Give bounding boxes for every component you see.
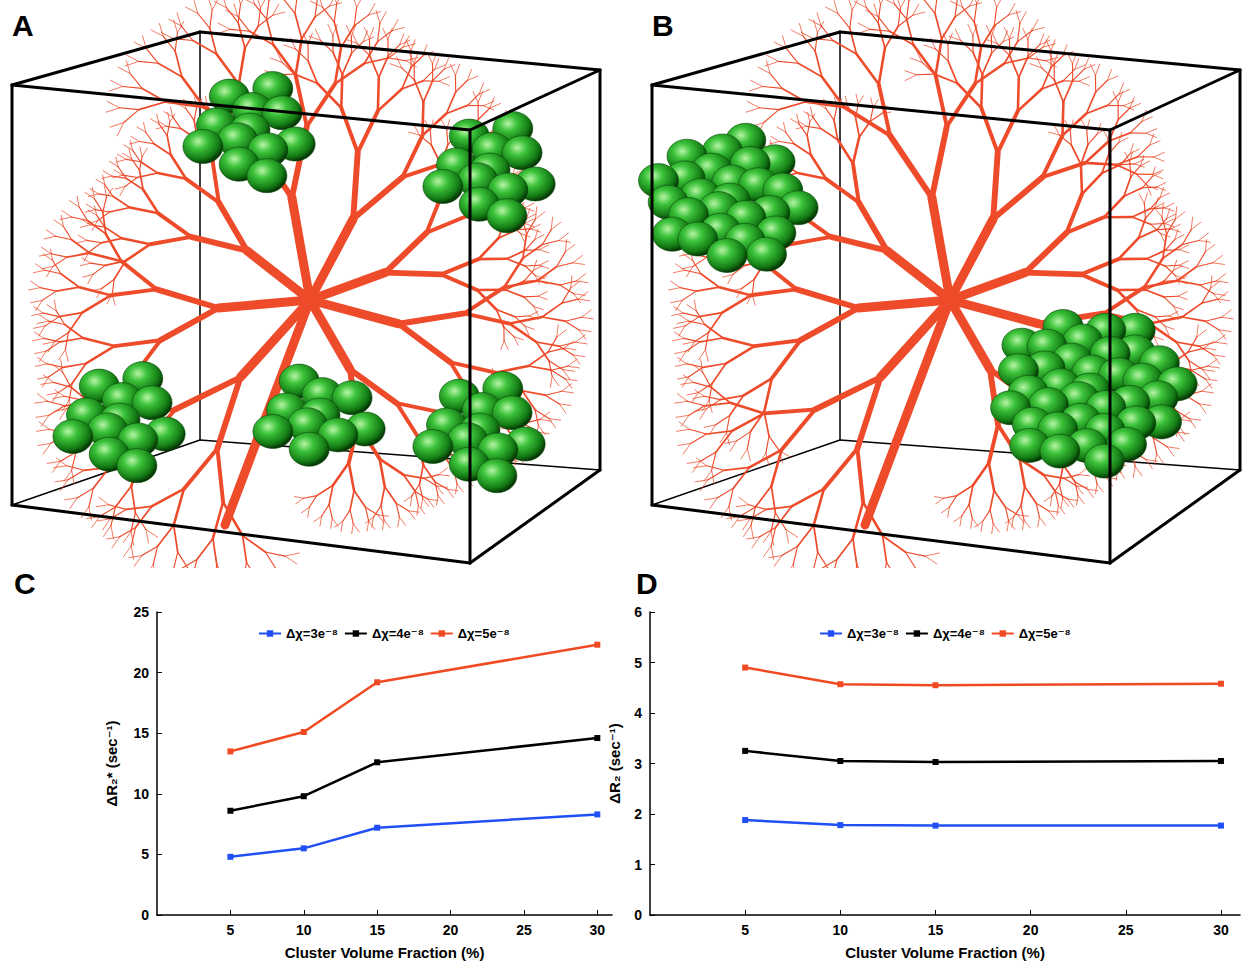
svg-text:C: C xyxy=(14,567,36,600)
svg-text:10: 10 xyxy=(833,922,849,938)
svg-text:A: A xyxy=(12,9,34,42)
svg-text:0: 0 xyxy=(141,907,149,923)
svg-text:25: 25 xyxy=(133,604,149,620)
svg-text:Δχ=3e⁻⁸: Δχ=3e⁻⁸ xyxy=(847,626,899,641)
svg-text:5: 5 xyxy=(141,846,149,862)
svg-text:5: 5 xyxy=(634,655,642,671)
svg-text:25: 25 xyxy=(1118,922,1134,938)
svg-text:5: 5 xyxy=(226,922,234,938)
svg-text:ΔR₂ (sec⁻¹): ΔR₂ (sec⁻¹) xyxy=(606,723,623,803)
svg-text:D: D xyxy=(636,567,658,600)
svg-text:0: 0 xyxy=(634,907,642,923)
svg-text:15: 15 xyxy=(133,725,149,741)
svg-text:20: 20 xyxy=(443,922,459,938)
svg-text:3: 3 xyxy=(634,756,642,772)
svg-text:4: 4 xyxy=(634,705,642,721)
svg-text:5: 5 xyxy=(741,922,749,938)
svg-text:Cluster Volume Fraction (%): Cluster Volume Fraction (%) xyxy=(845,944,1045,961)
svg-text:Δχ=4e⁻⁸: Δχ=4e⁻⁸ xyxy=(933,626,985,641)
svg-text:Δχ=5e⁻⁸: Δχ=5e⁻⁸ xyxy=(1019,626,1071,641)
svg-text:15: 15 xyxy=(928,922,944,938)
svg-text:30: 30 xyxy=(590,922,606,938)
svg-text:Δχ=4e⁻⁸: Δχ=4e⁻⁸ xyxy=(372,626,424,641)
svg-text:Δχ=3e⁻⁸: Δχ=3e⁻⁸ xyxy=(286,626,338,641)
svg-text:15: 15 xyxy=(369,922,385,938)
svg-text:2: 2 xyxy=(634,806,642,822)
svg-text:Cluster Volume Fraction (%): Cluster Volume Fraction (%) xyxy=(285,944,485,961)
svg-text:30: 30 xyxy=(1213,922,1229,938)
svg-text:20: 20 xyxy=(1023,922,1039,938)
svg-text:6: 6 xyxy=(634,604,642,620)
svg-text:25: 25 xyxy=(516,922,532,938)
svg-text:10: 10 xyxy=(133,786,149,802)
svg-text:Δχ=5e⁻⁸: Δχ=5e⁻⁸ xyxy=(458,626,510,641)
svg-text:B: B xyxy=(652,9,674,42)
svg-text:ΔR₂* (sec⁻¹): ΔR₂* (sec⁻¹) xyxy=(103,720,120,806)
svg-text:20: 20 xyxy=(133,665,149,681)
svg-text:1: 1 xyxy=(634,857,642,873)
svg-text:10: 10 xyxy=(296,922,312,938)
